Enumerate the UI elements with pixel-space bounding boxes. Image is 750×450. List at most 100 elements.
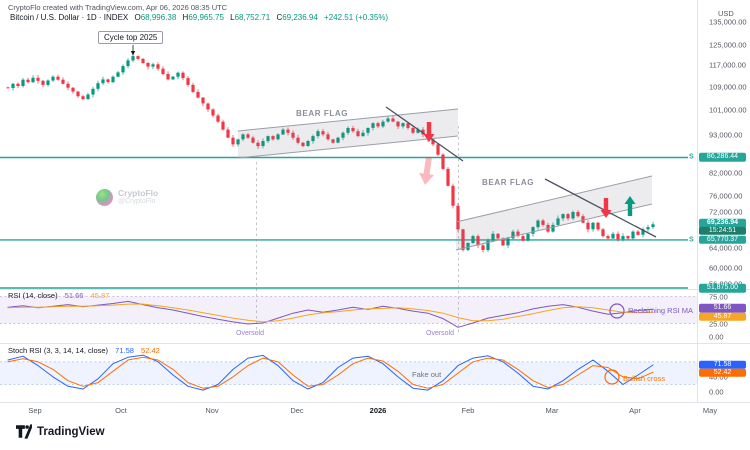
candle-body [316,131,320,137]
indicator-lines[interactable] [7,300,654,391]
bear-flag-label-1[interactable]: BEAR FLAG [296,109,349,118]
candle-body [171,76,175,80]
tradingview-logo-text: TradingView [37,425,105,438]
high-label: H [182,13,189,22]
candle-body [556,218,560,225]
candle-body [351,128,355,132]
low-value: 68,752.71 [234,13,271,22]
candle-body [71,87,75,92]
candle-body [646,227,650,230]
candle-body [36,77,40,81]
candle-body [576,212,580,217]
candle-body [581,216,585,223]
candle-body [471,236,475,243]
tradingview-logo-icon [16,424,32,439]
stoch-line--k[interactable] [7,354,654,391]
candle-body [536,220,540,228]
bear-flag-channel-2[interactable] [455,175,657,251]
candle-body [136,56,140,59]
rsi-ma-value: 45.87 [90,291,110,300]
rsi-cross-circle[interactable] [609,303,625,319]
candle-body [81,96,85,100]
stoch-line--d[interactable] [7,356,654,389]
rsi-pane-header[interactable]: RSI (14, close) 51.66 45.87 [8,291,109,300]
candle-body [96,83,100,89]
candle-body [51,76,55,81]
cycle-top-label[interactable]: Cycle top 2025 [98,31,164,44]
oversold-label-2[interactable]: Oversold [426,330,455,337]
candle-body [606,236,610,239]
candle-body [161,68,165,74]
candle-body [531,227,535,234]
candle-body [31,77,35,83]
candle-body [361,132,365,137]
reclaiming-rsi-label[interactable]: Reclaiming RSI MA [628,306,694,315]
author-name: CryptoFlo [118,188,159,198]
candle-body [61,79,65,84]
candle-body [206,103,210,110]
candle-body [251,137,255,143]
candle-body [431,139,435,145]
tradingview-logo[interactable]: TradingView [16,424,105,439]
rsi-line-rsi[interactable] [7,300,654,328]
support-level-lines[interactable] [0,156,688,289]
candle-body [216,115,220,122]
symbol-title[interactable]: Bitcoin / U.S. Dollar · 1D · INDEX [10,13,129,22]
candlestick-series[interactable] [6,53,655,253]
candle-body [146,63,150,67]
candle-body [611,233,615,239]
fake-out-label[interactable]: Fake out [412,370,442,379]
red-down-arrow-1[interactable] [423,122,435,142]
green-up-arrow[interactable] [624,196,636,216]
candle-body [296,137,300,143]
bear-flag-label-2[interactable]: BEAR FLAG [482,178,535,187]
candle-body [526,233,530,241]
candle-body [236,139,240,145]
rsi-title: RSI (14, close) [8,291,58,300]
red-down-arrow-2[interactable] [600,198,612,218]
rsi-value: 51.66 [64,291,84,300]
candle-body [461,229,465,250]
candle-body [301,142,305,147]
candle-body [76,91,80,97]
candle-body [641,229,645,235]
candle-body [466,243,470,251]
candle-body [451,185,455,206]
price-axis-unit: USD [718,9,734,18]
candle-body [651,224,655,228]
bear-flag-channel-1[interactable] [237,106,464,162]
stoch-band [0,361,697,385]
candle-body [166,74,170,80]
candle-body [16,83,20,86]
author-handle: @CryptoFlo [118,198,156,205]
stoch-pane-header[interactable]: Stoch RSI (3, 3, 14, 14, close) 71.58 52… [8,346,160,355]
candle-body [246,134,250,138]
candle-body [616,233,620,240]
pink-down-arrow[interactable] [418,156,437,186]
stoch-cross-circle[interactable] [604,369,620,385]
candle-body [586,222,590,230]
candle-body [391,118,395,122]
change-value: +242.51 (+0.35%) [324,13,389,22]
candle-body [541,220,545,225]
candle-body [306,141,310,146]
stoch-d-value: 52.42 [141,346,160,355]
candle-body [511,231,515,239]
candle-body [396,121,400,127]
rsi-line-rsi-based-ma[interactable] [7,303,654,323]
candle-body [491,233,495,241]
candle-body [26,79,30,83]
candle-body [176,72,180,77]
symbol-info-row[interactable]: Bitcoin / U.S. Dollar · 1D · INDEX O68,9… [10,13,388,22]
candle-body [386,118,390,122]
candle-body [66,83,70,88]
candle-body [196,91,200,98]
author-avatar [96,189,113,206]
oversold-label-1[interactable]: Oversold [236,330,265,337]
candle-body [186,78,190,85]
candle-body [181,72,185,79]
candle-body [506,238,510,246]
bullish-cross-label[interactable]: Bullish cross [623,374,666,383]
